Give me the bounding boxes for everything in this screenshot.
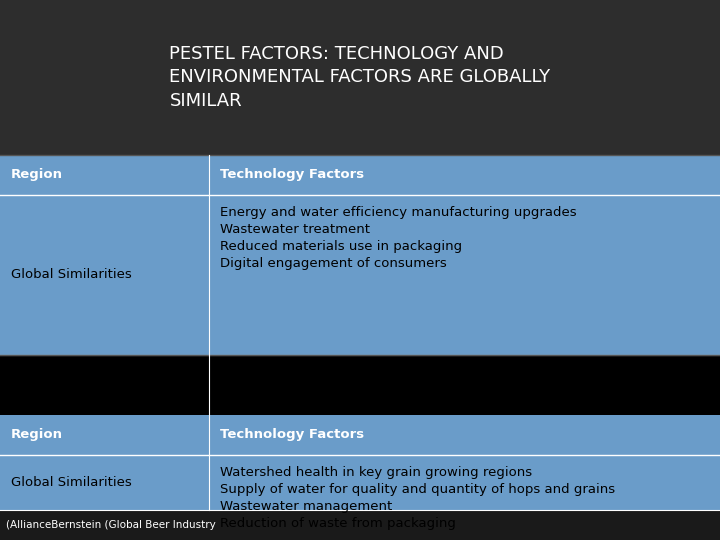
Text: Global Similarities: Global Similarities	[11, 476, 132, 489]
Bar	[209, 195, 720, 355]
Text: (AllianceBernstein (Global Beer Industry: (AllianceBernstein (Global Beer Industry	[6, 520, 215, 530]
Text: Region: Region	[11, 168, 63, 181]
Text: Global Similarities: Global Similarities	[11, 268, 132, 281]
Bar	[209, 155, 720, 195]
Text: Energy and water efficiency manufacturing upgrades
Wastewater treatment
Reduced : Energy and water efficiency manufacturin…	[220, 206, 576, 270]
Text: Technology Factors: Technology Factors	[220, 168, 364, 181]
Bar	[0, 195, 209, 355]
Text: PESTEL FACTORS: TECHNOLOGY AND
ENVIRONMENTAL FACTORS ARE GLOBALLY
SIMILAR: PESTEL FACTORS: TECHNOLOGY AND ENVIRONME…	[169, 45, 551, 110]
Bar	[0, 0, 720, 155]
Bar	[0, 510, 720, 540]
Text: Technology Factors: Technology Factors	[220, 429, 364, 442]
Bar	[0, 455, 209, 510]
Text: Region: Region	[11, 429, 63, 442]
Bar	[209, 455, 720, 510]
Text: Watershed health in key grain growing regions
Supply of water for quality and qu: Watershed health in key grain growing re…	[220, 466, 615, 530]
Bar	[209, 415, 720, 455]
Bar	[0, 415, 209, 455]
Bar	[0, 155, 209, 195]
Bar	[0, 355, 720, 415]
